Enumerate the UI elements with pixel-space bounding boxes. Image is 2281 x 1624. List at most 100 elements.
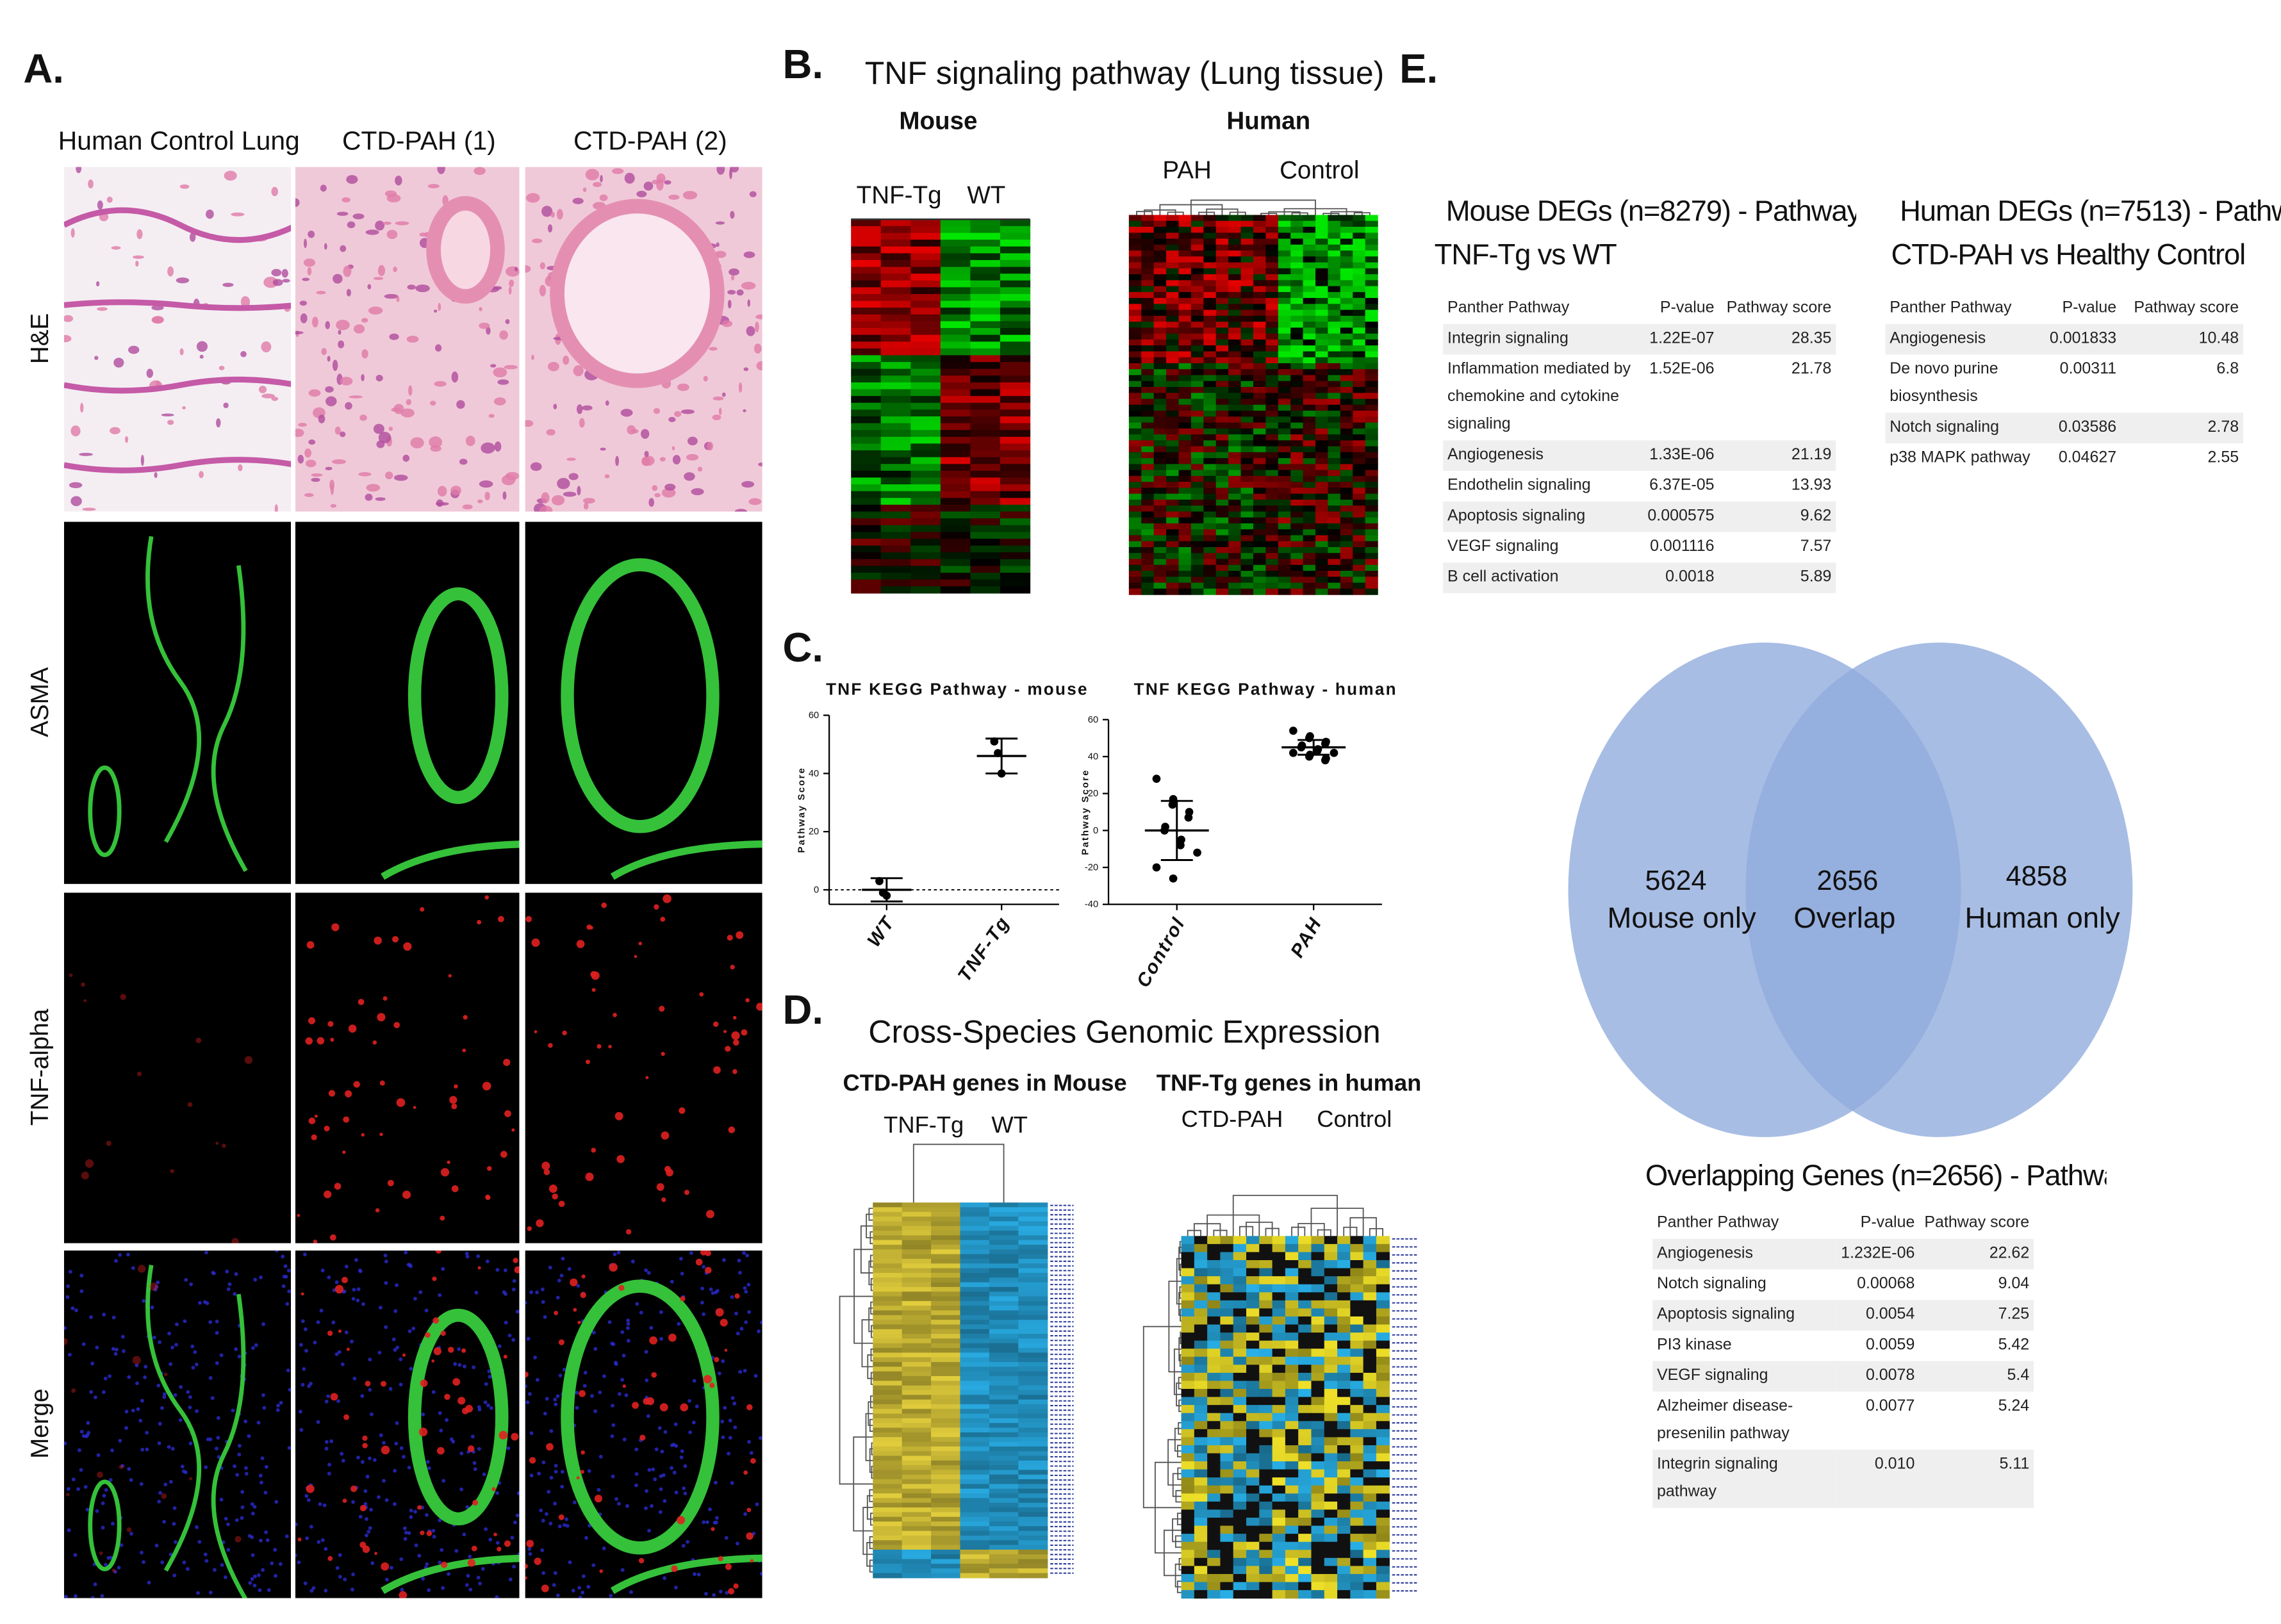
heatmap-cell <box>1350 1445 1364 1454</box>
nucleus <box>624 1393 629 1397</box>
heatmap-cell <box>1353 582 1366 589</box>
heatmap-cell <box>940 328 971 336</box>
heatmap-cell <box>1240 529 1254 536</box>
heatmap-cell <box>1340 547 1353 554</box>
tnf-signal <box>308 1017 316 1024</box>
cell <box>557 209 563 220</box>
heatmap-cell <box>1353 291 1366 299</box>
heatmap-cell <box>902 1320 932 1325</box>
heatmap-cell <box>1340 434 1353 441</box>
nucleus <box>688 1430 693 1434</box>
heatmap-cell <box>1207 1485 1221 1495</box>
heatmap-cell <box>873 1258 903 1264</box>
cell <box>402 454 410 462</box>
heatmap-cell <box>1350 1525 1364 1534</box>
heatmap-cell <box>931 1240 961 1245</box>
heatmap-cell <box>1228 339 1242 346</box>
tnf-signal <box>375 1208 380 1213</box>
heatmap-cell <box>1178 416 1192 423</box>
heatmap-cell <box>1265 333 1279 340</box>
heatmap-cell <box>1207 1493 1221 1502</box>
heatmap-cell <box>873 1207 903 1213</box>
cell <box>493 397 506 406</box>
heatmap-cell <box>1190 339 1204 346</box>
heatmap-cell <box>989 1456 1019 1461</box>
nucleus <box>465 1505 470 1509</box>
cell <box>539 505 553 512</box>
heatmap-cell <box>1253 428 1267 435</box>
cell <box>325 466 333 471</box>
heatmap-cell <box>1233 1243 1247 1253</box>
heatmap-cell <box>989 1540 1019 1546</box>
heatmap-cell <box>851 423 882 431</box>
heatmap-cell <box>1365 286 1378 293</box>
nucleus <box>89 1315 94 1319</box>
heatmap-cell <box>1153 268 1167 275</box>
heatmap-cell <box>1181 1284 1195 1293</box>
venn-label: Human only <box>1965 901 2121 934</box>
heatmap-cell <box>1166 357 1180 364</box>
heatmap-cell <box>1278 493 1291 500</box>
heatmap-cell <box>1311 1405 1325 1414</box>
heatmap-cell <box>1376 1429 1390 1438</box>
fluor-bg <box>295 1251 520 1598</box>
heatmap-cell <box>1290 547 1304 554</box>
heatmap-cell <box>1365 262 1378 269</box>
heatmap-cell <box>1141 452 1155 459</box>
nucleus <box>607 1320 612 1324</box>
heatmap-cell <box>960 1559 990 1564</box>
y-tick-label: 0 <box>814 885 819 896</box>
heatmap-cell <box>1220 1518 1234 1527</box>
nucleus <box>313 1340 317 1345</box>
heatmap-cell <box>910 226 941 234</box>
heatmap-cell <box>1315 416 1329 423</box>
tnf-signal <box>724 1349 728 1352</box>
nucleus <box>251 1553 255 1557</box>
heatmap-cell <box>1190 428 1204 435</box>
heatmap-cell <box>880 450 911 458</box>
cell <box>687 436 698 446</box>
heatmap-cell <box>960 1221 990 1227</box>
heatmap-cell <box>960 1202 990 1208</box>
heatmap-cell <box>902 1211 932 1217</box>
heatmap-cell <box>989 1263 1019 1269</box>
vessel <box>550 199 725 388</box>
nucleus <box>258 1473 263 1478</box>
heatmap-cell <box>1207 1324 1221 1333</box>
heatmap-cell <box>1141 256 1155 263</box>
nucleus <box>202 1300 207 1304</box>
heatmap-cell <box>1259 1308 1273 1317</box>
heatmap-cell <box>1353 309 1366 316</box>
heatmap-cell <box>1328 333 1341 340</box>
nucleus <box>118 1438 122 1443</box>
heatmap-cell <box>1340 274 1353 281</box>
heatmap-cell <box>1350 1324 1364 1333</box>
heatmap-cell <box>1141 220 1155 227</box>
tnf-signal <box>591 1147 597 1153</box>
heatmap-cell <box>1311 1333 1325 1341</box>
nucleus <box>711 1291 715 1295</box>
nucleus <box>629 1590 633 1595</box>
tnf-signal <box>189 1477 193 1480</box>
tnf-signal <box>531 938 540 947</box>
cell <box>508 286 512 295</box>
tnf-signal <box>580 1470 584 1474</box>
cell <box>365 229 379 235</box>
tnf-signal <box>97 1472 103 1478</box>
cell <box>304 493 314 497</box>
heatmap-cell <box>1253 227 1267 233</box>
heatmap-cell <box>1018 1315 1048 1320</box>
heatmap-cell <box>1246 1534 1260 1543</box>
heatmap-cell <box>1253 511 1267 518</box>
cell <box>753 343 762 354</box>
nucleus <box>402 1455 406 1459</box>
heatmap-cell <box>1376 1333 1390 1341</box>
heatmap-cell <box>1128 262 1142 269</box>
heatmap-cell <box>989 1207 1019 1213</box>
tnf-signal <box>329 1234 336 1241</box>
heatmap-cell <box>1228 393 1242 400</box>
heatmap-cell <box>931 1235 961 1241</box>
heatmap-cell <box>873 1231 903 1236</box>
nucleus <box>760 1320 762 1325</box>
heatmap-cell <box>1253 577 1267 584</box>
